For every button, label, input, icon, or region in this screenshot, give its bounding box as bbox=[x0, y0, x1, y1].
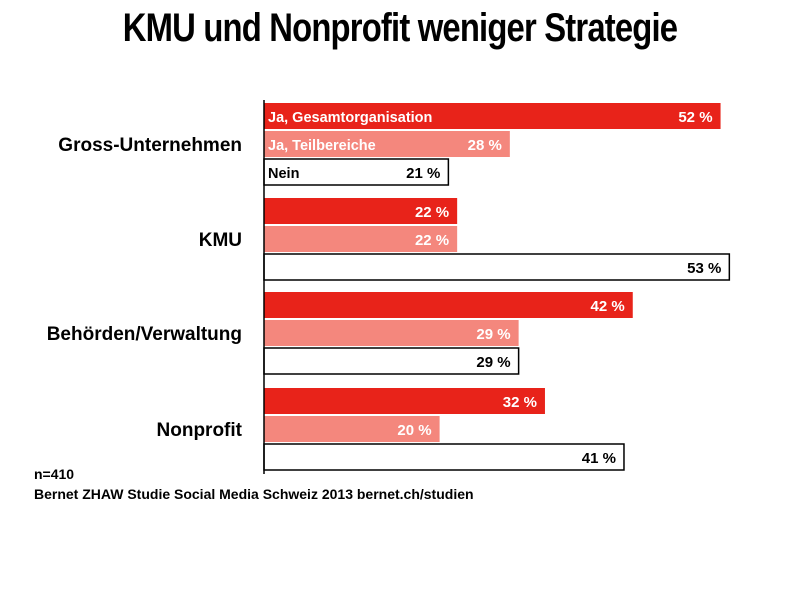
series-label: Nein bbox=[268, 166, 299, 182]
value-label: 28 % bbox=[468, 137, 502, 154]
bar bbox=[264, 198, 458, 224]
bar bbox=[264, 292, 633, 318]
value-label: 20 % bbox=[397, 422, 431, 439]
value-label: 29 % bbox=[476, 326, 510, 343]
chart-title: KMU und Nonprofit weniger Strategie bbox=[122, 6, 678, 50]
value-label: 53 % bbox=[687, 260, 721, 277]
category-label: KMU bbox=[199, 230, 242, 251]
bar bbox=[264, 416, 440, 442]
value-label: 32 % bbox=[503, 394, 537, 411]
bar bbox=[263, 253, 731, 281]
value-label: 29 % bbox=[476, 354, 510, 371]
value-label: 22 % bbox=[415, 204, 449, 221]
bars-group: Gross-Unternehmen 52 % Ja, Gesamtorganisat… bbox=[47, 103, 731, 471]
bar bbox=[263, 443, 625, 471]
sample-size-note: n=410 bbox=[34, 466, 75, 482]
value-label: 41 % bbox=[582, 450, 616, 467]
source-note: Bernet ZHAW Studie Social Media Schweiz … bbox=[34, 486, 474, 502]
bar bbox=[264, 131, 510, 157]
bar bbox=[263, 347, 520, 375]
value-label: 21 % bbox=[406, 165, 440, 182]
bar bbox=[264, 388, 545, 414]
value-label: 52 % bbox=[678, 109, 712, 126]
bar bbox=[264, 320, 519, 346]
category-label: Gross-Unternehmen bbox=[58, 135, 242, 156]
bar bbox=[264, 103, 721, 129]
bar bbox=[264, 226, 458, 252]
bar bbox=[263, 158, 450, 186]
category-label: Nonprofit bbox=[157, 420, 243, 441]
value-label: 42 % bbox=[591, 298, 625, 315]
category-label: Behörden/Verwaltung bbox=[47, 324, 242, 345]
series-label: Ja, Gesamtorganisation bbox=[268, 110, 432, 126]
value-label: 22 % bbox=[415, 232, 449, 249]
series-label: Ja, Teilbereiche bbox=[268, 138, 376, 154]
